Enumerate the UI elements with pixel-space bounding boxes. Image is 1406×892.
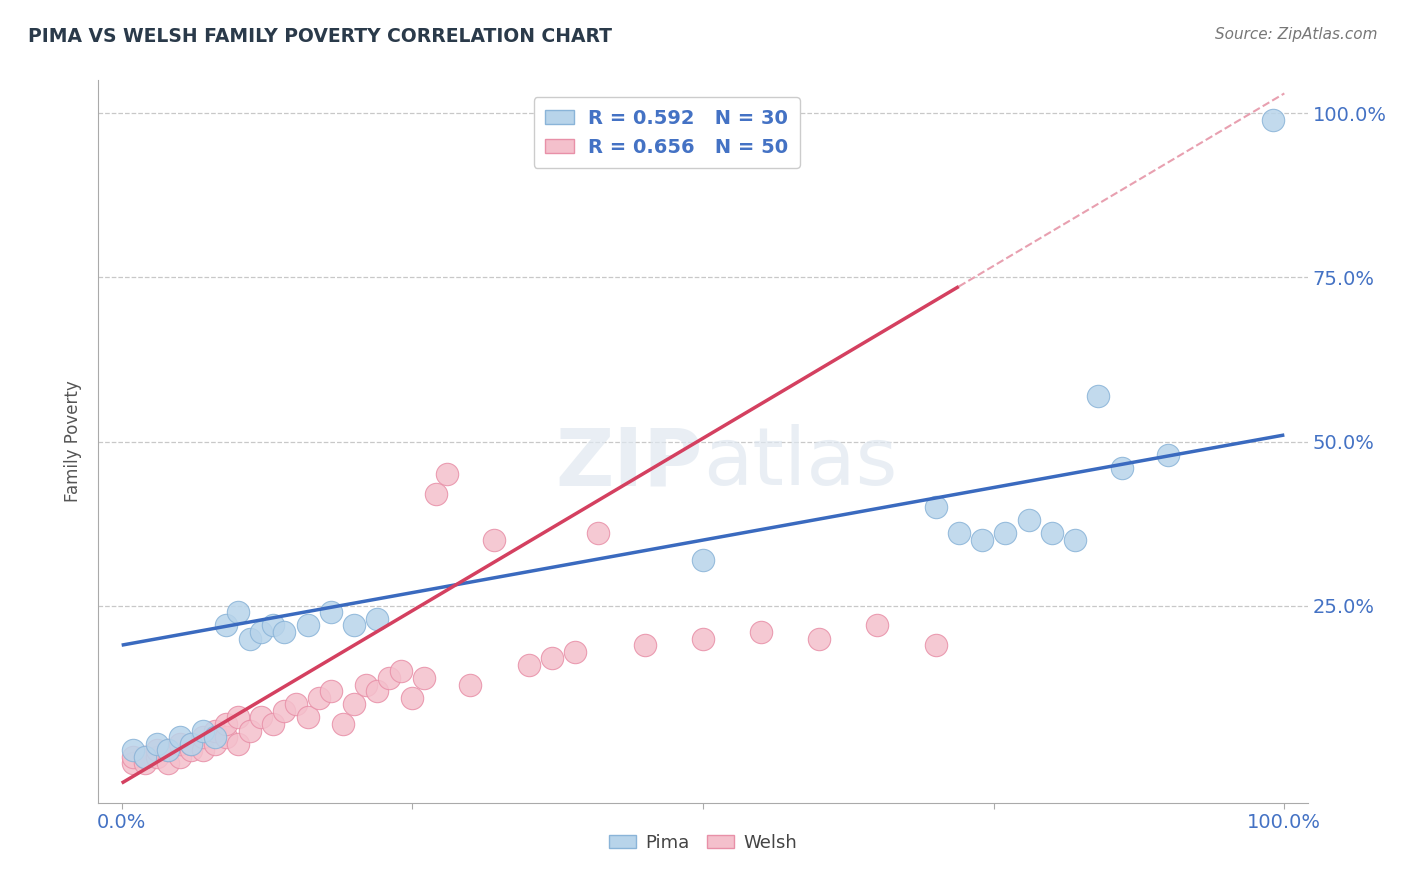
Point — [436, 467, 458, 482]
Point — [122, 749, 145, 764]
Point — [297, 710, 319, 724]
Point — [634, 638, 657, 652]
Point — [378, 671, 401, 685]
Text: PIMA VS WELSH FAMILY POVERTY CORRELATION CHART: PIMA VS WELSH FAMILY POVERTY CORRELATION… — [28, 27, 612, 45]
Point — [540, 651, 562, 665]
Point — [273, 704, 295, 718]
Point — [319, 605, 342, 619]
Point — [239, 632, 262, 646]
Point — [332, 717, 354, 731]
Point — [564, 645, 586, 659]
Point — [134, 749, 156, 764]
Point — [924, 500, 946, 515]
Point — [343, 618, 366, 632]
Point — [169, 749, 191, 764]
Point — [191, 723, 214, 738]
Point — [157, 756, 180, 771]
Point — [1064, 533, 1087, 547]
Point — [308, 690, 330, 705]
Point — [413, 671, 436, 685]
Point — [215, 717, 238, 731]
Point — [204, 737, 226, 751]
Point — [204, 730, 226, 744]
Point — [273, 625, 295, 640]
Point — [145, 743, 167, 757]
Point — [122, 743, 145, 757]
Point — [692, 553, 714, 567]
Point — [319, 684, 342, 698]
Point — [226, 605, 249, 619]
Point — [692, 632, 714, 646]
Text: Source: ZipAtlas.com: Source: ZipAtlas.com — [1215, 27, 1378, 42]
Point — [122, 756, 145, 771]
Point — [1040, 526, 1063, 541]
Point — [482, 533, 505, 547]
Point — [191, 743, 214, 757]
Point — [588, 526, 610, 541]
Point — [285, 698, 308, 712]
Point — [169, 737, 191, 751]
Point — [215, 730, 238, 744]
Point — [145, 737, 167, 751]
Text: ZIP: ZIP — [555, 425, 703, 502]
Point — [808, 632, 831, 646]
Point — [215, 618, 238, 632]
Point — [134, 749, 156, 764]
Point — [517, 657, 540, 672]
Point — [366, 684, 388, 698]
Point — [1261, 112, 1284, 127]
Point — [250, 710, 273, 724]
Point — [262, 717, 284, 731]
Point — [970, 533, 993, 547]
Point — [1087, 388, 1109, 402]
Point — [994, 526, 1017, 541]
Point — [262, 618, 284, 632]
Point — [749, 625, 772, 640]
Point — [157, 743, 180, 757]
Point — [425, 487, 447, 501]
Point — [1157, 448, 1180, 462]
Point — [401, 690, 423, 705]
Point — [180, 743, 202, 757]
Point — [226, 710, 249, 724]
Point — [239, 723, 262, 738]
Point — [157, 743, 180, 757]
Point — [191, 730, 214, 744]
Legend: Pima, Welsh: Pima, Welsh — [602, 826, 804, 859]
Text: atlas: atlas — [703, 425, 897, 502]
Point — [297, 618, 319, 632]
Point — [204, 723, 226, 738]
Point — [169, 730, 191, 744]
Point — [948, 526, 970, 541]
Point — [354, 677, 377, 691]
Point — [866, 618, 889, 632]
Point — [180, 737, 202, 751]
Point — [250, 625, 273, 640]
Point — [145, 749, 167, 764]
Point — [366, 612, 388, 626]
Y-axis label: Family Poverty: Family Poverty — [65, 381, 83, 502]
Point — [924, 638, 946, 652]
Point — [389, 665, 412, 679]
Point — [1111, 460, 1133, 475]
Point — [460, 677, 482, 691]
Point — [180, 737, 202, 751]
Point — [343, 698, 366, 712]
Point — [134, 756, 156, 771]
Point — [226, 737, 249, 751]
Point — [1018, 513, 1040, 527]
